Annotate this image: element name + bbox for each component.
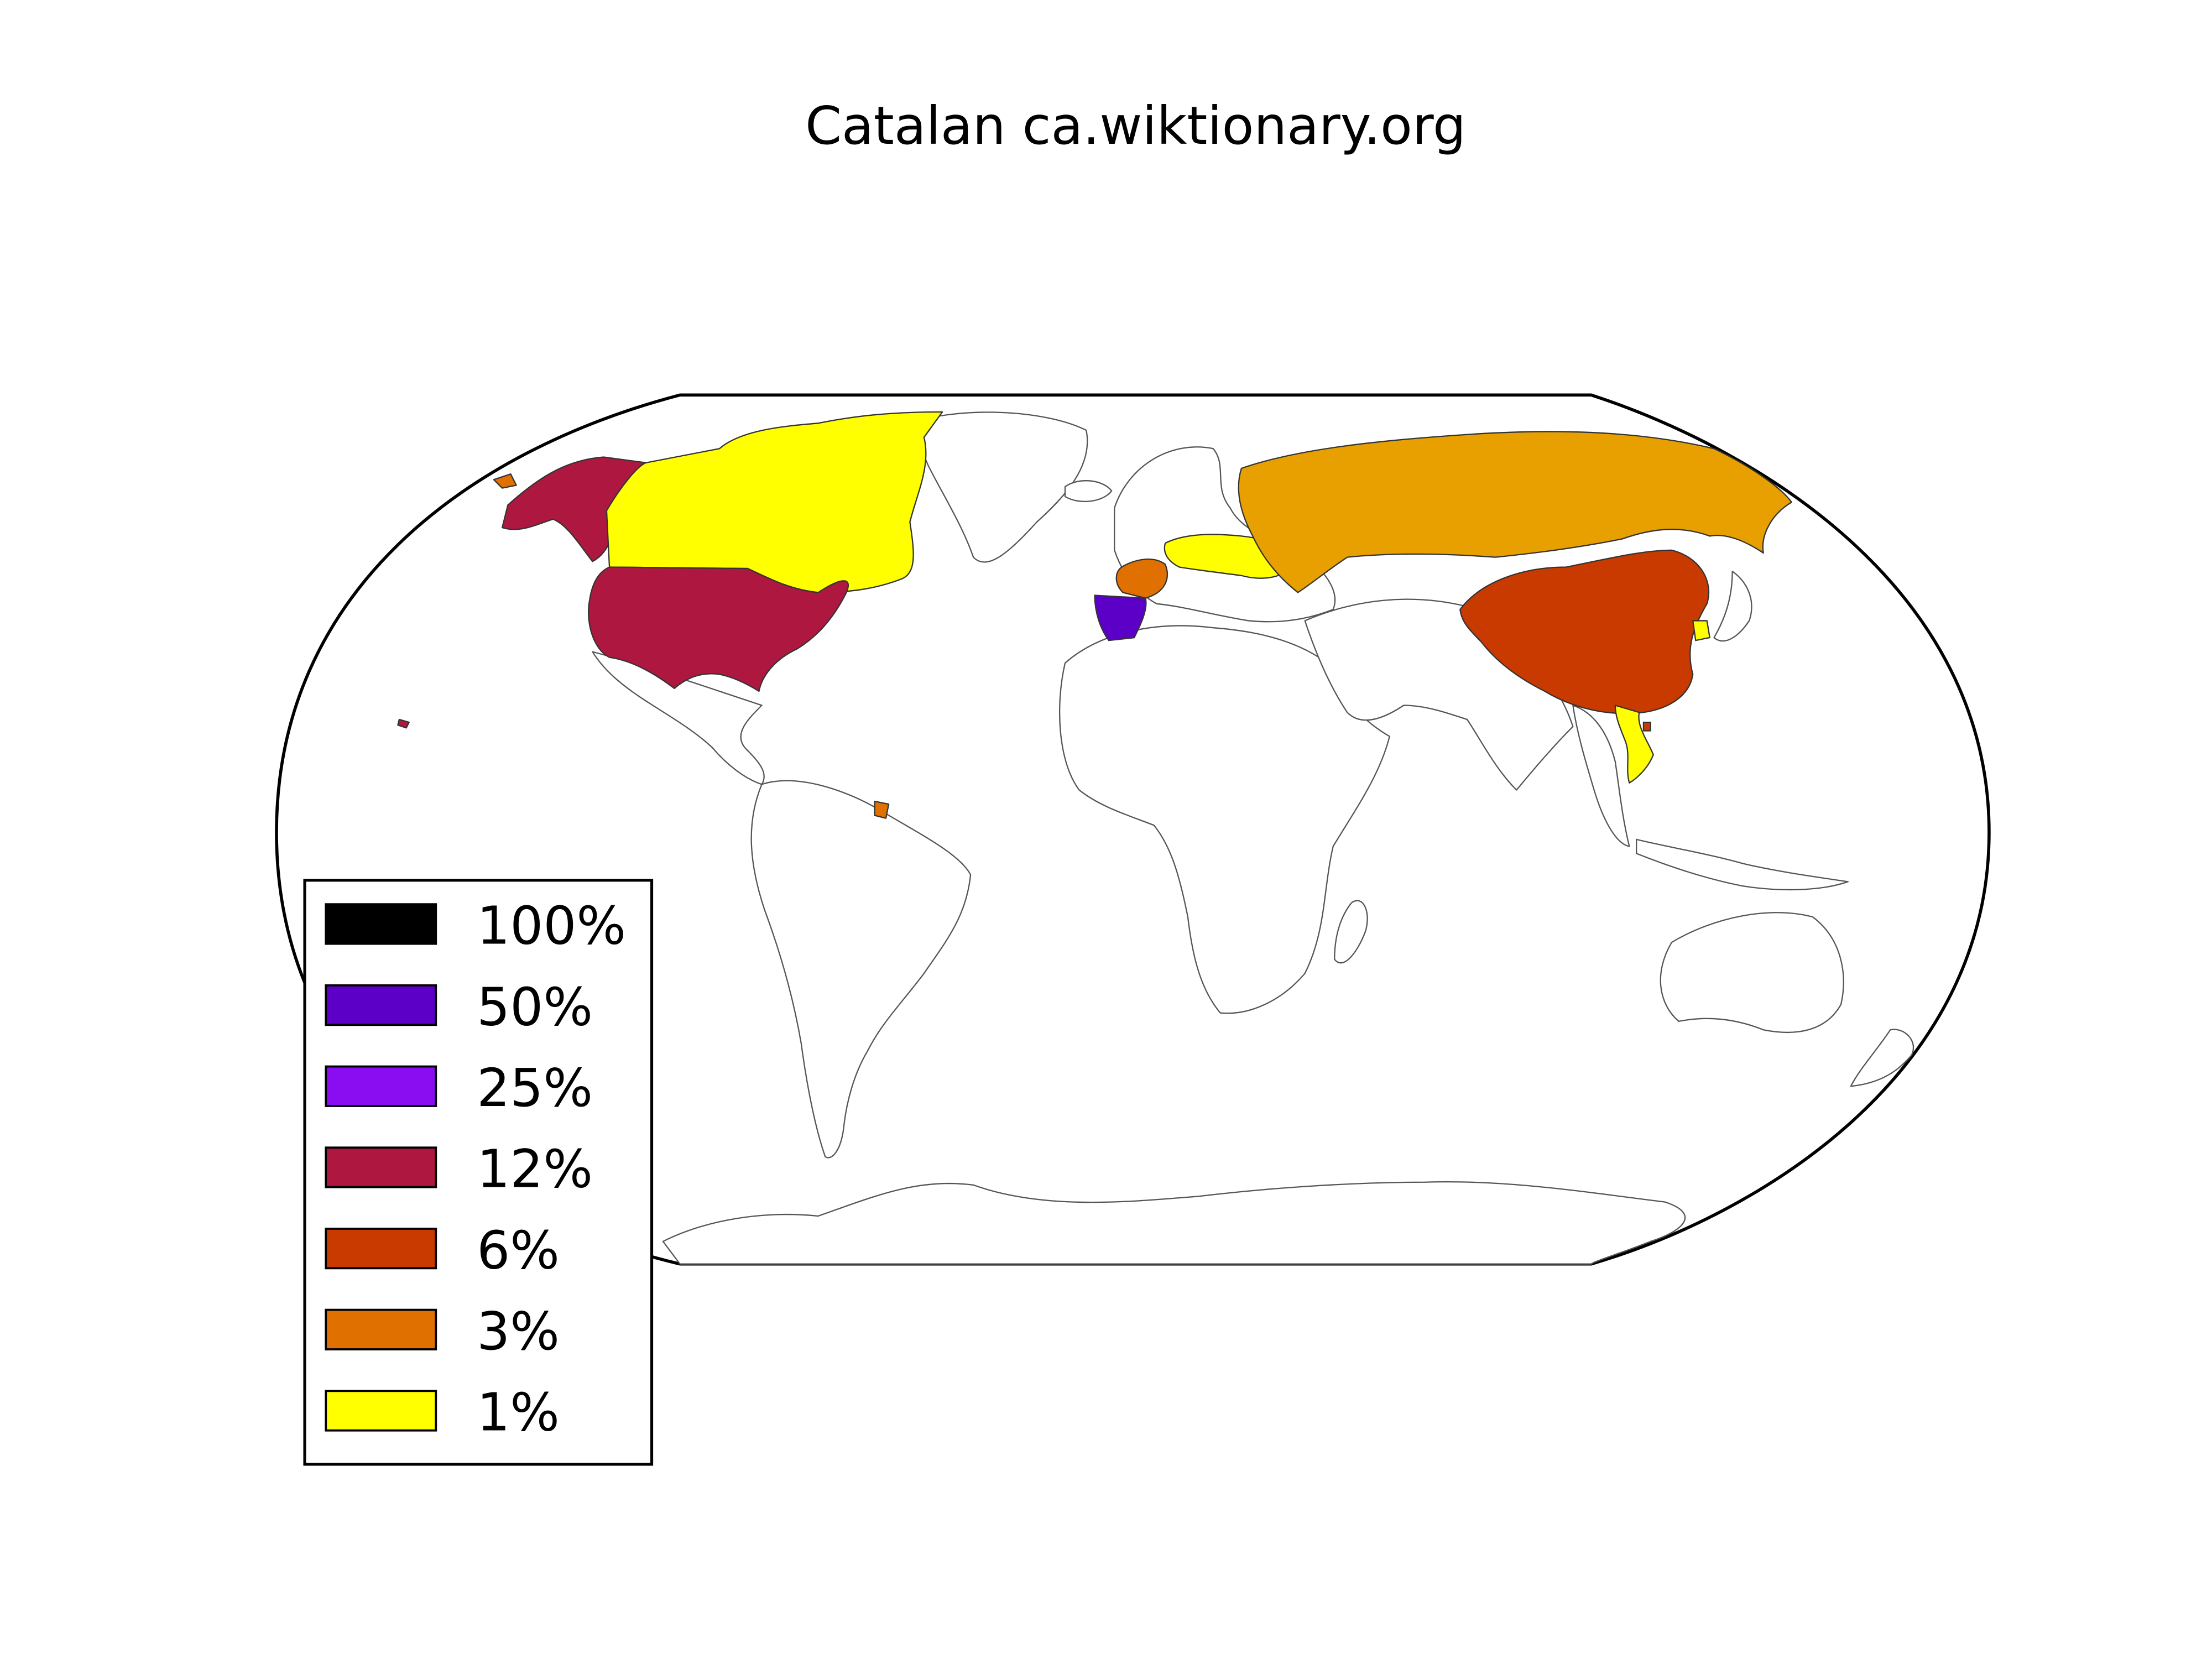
new-zealand-shape	[1850, 1029, 1914, 1087]
legend-label-4: 6%	[477, 1220, 560, 1281]
far-east-small-shape	[493, 473, 517, 489]
legend-swatch-2	[325, 1065, 437, 1107]
russia-shape	[1238, 431, 1792, 593]
land-outlines	[592, 411, 1914, 1265]
japan-shape	[1713, 571, 1752, 642]
africa-shape	[1058, 625, 1390, 1014]
legend-label-2: 25%	[477, 1058, 593, 1119]
legend-swatch-1	[325, 984, 437, 1026]
legend: 100% 50% 25% 12% 6% 3% 1%	[303, 879, 654, 1466]
legend-label-0: 100%	[477, 896, 626, 957]
indonesia-shape	[1636, 838, 1849, 891]
legend-swatch-5	[325, 1308, 437, 1350]
legend-label-6: 1%	[477, 1383, 560, 1443]
legend-swatch-3	[325, 1146, 437, 1188]
legend-swatch-0	[325, 903, 437, 945]
australia-shape	[1660, 912, 1844, 1033]
legend-label-1: 50%	[477, 977, 593, 1037]
french-guiana-shape	[874, 800, 890, 819]
taiwan-shape	[1642, 721, 1651, 732]
vietnam-shape	[1614, 705, 1654, 784]
map-title: Catalan ca.wiktionary.org	[805, 96, 1466, 156]
antarctica-shape	[662, 1181, 1686, 1265]
legend-swatch-4	[325, 1228, 437, 1270]
legend-label-3: 12%	[477, 1139, 593, 1200]
legend-swatch-6	[325, 1390, 437, 1432]
france-shape	[1115, 559, 1168, 599]
madagascar-shape	[1334, 900, 1368, 964]
iceland-shape	[1064, 480, 1113, 502]
hawaii-shape	[397, 718, 410, 729]
southeast-asia-shape	[1572, 705, 1630, 847]
united-states-shape	[588, 566, 849, 692]
greenland-shape	[909, 411, 1088, 563]
south-korea-shape	[1692, 620, 1710, 641]
legend-label-5: 3%	[477, 1301, 560, 1362]
china-shape	[1459, 549, 1710, 714]
south-america-shape	[750, 780, 972, 1159]
colored-countries	[397, 411, 1792, 819]
spain-shape	[1094, 594, 1147, 641]
